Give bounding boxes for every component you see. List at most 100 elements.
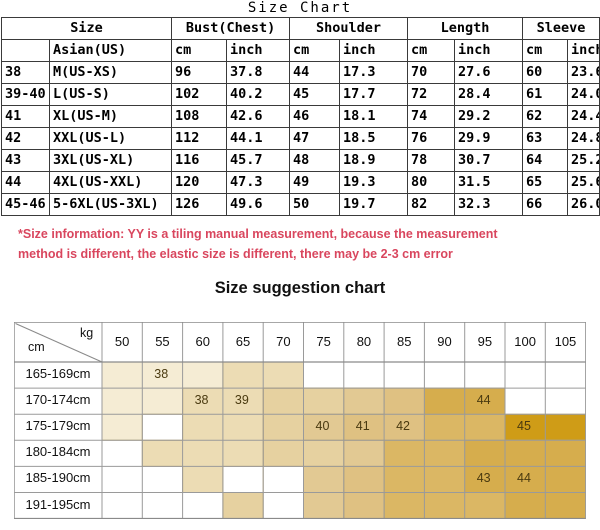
table-cell-length-in: 29.9 [454,127,524,150]
column-header: cm [522,39,569,62]
table-cell-num: 44 [1,171,50,194]
table-cell-bust-cm: 112 [171,127,228,150]
table-cell-asian: 5-6XL(US-3XL) [48,193,173,216]
table-cell-length-cm: 78 [407,149,456,172]
table-cell-shoulder-cm: 48 [289,149,341,172]
table-cell-shoulder-cm: 45 [289,83,341,106]
table-cell-asian: 4XL(US-XXL) [48,171,173,194]
table-cell-bust-in: 42.6 [226,105,291,128]
column-header: cm [289,39,341,62]
height-row-label: 170-174cm [25,392,91,408]
table-cell-length-in: 30.7 [454,149,524,172]
table-cell-num: 39-40 [1,83,50,106]
table-cell-sleeve-in: 24.0 [567,83,600,106]
suggestion-grid [14,322,586,519]
column-header: inch [339,39,409,62]
weight-column-header: 70 [276,334,291,349]
table-cell-shoulder-in: 17.3 [339,61,409,84]
corner-height-label: cm [28,340,45,354]
table-cell-bust-in: 47.3 [226,171,291,194]
table-cell-asian: XXL(US-L) [48,127,173,150]
table-cell-bust-cm: 96 [171,61,228,84]
column-header: inch [226,39,291,62]
weight-column-header: 50 [114,334,130,349]
table-cell-bust-cm: 120 [171,171,228,194]
table-cell-sleeve-in: 24.8 [567,127,600,150]
height-row-label: 175-179cm [25,418,91,434]
table-cell-shoulder-cm: 49 [289,171,341,194]
table-cell-sleeve-in: 24.4 [567,105,600,128]
size-chart-table: Size Bust(Chest) Shoulder Length Sleeve Asian… [0,17,600,216]
weight-column-header: 55 [155,334,170,349]
table-cell-sleeve-cm: 61 [522,83,569,106]
table-cell-bust-in: 44.1 [226,127,291,150]
table-cell-shoulder-cm: 44 [289,61,341,84]
table-cell-shoulder-in: 19.3 [339,171,409,194]
weight-column-header: 80 [356,334,372,349]
table-cell-num: 45-46 [1,193,50,216]
table-cell-shoulder-in: 17.7 [339,83,409,106]
group-header: Shoulder [289,17,409,40]
table-cell-length-cm: 70 [407,61,456,84]
table-cell-length-cm: 72 [407,83,456,106]
table-cell-asian: XL(US-M) [48,105,173,128]
table-cell-bust-in: 37.8 [226,61,291,84]
column-header: inch [454,39,524,62]
table-cell-length-in: 32.3 [454,193,524,216]
suggestion-chart: kg cm 50 55 60 65 70 75 80 85 90 95 100 105 165-169cm 1… [14,322,586,519]
table-cell-length-in: 31.5 [454,171,524,194]
table-cell-length-cm: 82 [407,193,456,216]
group-header: Bust(Chest) [171,17,291,40]
size-note-line2: method is different, the elastic size is… [18,247,453,261]
band-value-label: 39 [234,393,249,408]
table-cell-length-in: 29.2 [454,105,524,128]
table-cell-sleeve-in: 25.2 [567,149,600,172]
band-value-label: 44 [517,471,531,486]
height-row-label: 185-190cm [25,470,91,486]
column-header [1,39,50,62]
table-cell-sleeve-cm: 64 [522,149,569,172]
band-value-label: 41 [355,419,370,434]
weight-column-header: 65 [235,334,251,349]
table-cell-length-in: 27.6 [454,61,524,84]
table-cell-shoulder-in: 18.5 [339,127,409,150]
group-header: Sleeve [522,17,600,40]
group-header: Length [407,17,524,40]
page-title: Size Chart [247,0,353,16]
table-header-row: Size Bust(Chest) Shoulder Length Sleeve [0,17,600,40]
height-row-label: 165-169cm [25,366,91,382]
table-cell-shoulder-cm: 50 [289,193,341,216]
table-cell-length-in: 28.4 [454,83,524,106]
weight-column-header: 100 [514,334,536,349]
band-value-label: 38 [154,367,169,382]
table-cell-length-cm: 76 [407,127,456,150]
band-value-label: 40 [315,419,330,434]
table-cell-shoulder-in: 18.1 [339,105,409,128]
table-cell-bust-in: 49.6 [226,193,291,216]
column-header: cm [171,39,228,62]
column-header: cm [407,39,456,62]
table-cell-num: 38 [1,61,50,84]
band-value-label: 38 [194,393,209,408]
table-cell-shoulder-in: 18.9 [339,149,409,172]
band-value-label: 43 [476,471,491,486]
table-cell-sleeve-cm: 63 [522,127,569,150]
band-value-label: 42 [396,419,410,434]
weight-column-header: 90 [437,334,452,349]
table-cell-num: 43 [1,149,50,172]
table-cell-num: 42 [1,127,50,150]
weight-column-header: 60 [195,334,210,349]
table-cell-sleeve-cm: 65 [522,171,569,194]
table-cell-asian: M(US-XS) [48,61,173,84]
table-cell-sleeve-cm: 66 [522,193,569,216]
table-cell-length-cm: 74 [407,105,456,128]
table-cell-asian: L(US-S) [48,83,173,106]
column-header: Asian(US) [48,39,173,62]
table-cell-sleeve-cm: 62 [522,105,569,128]
band-value-label: 44 [476,393,491,408]
